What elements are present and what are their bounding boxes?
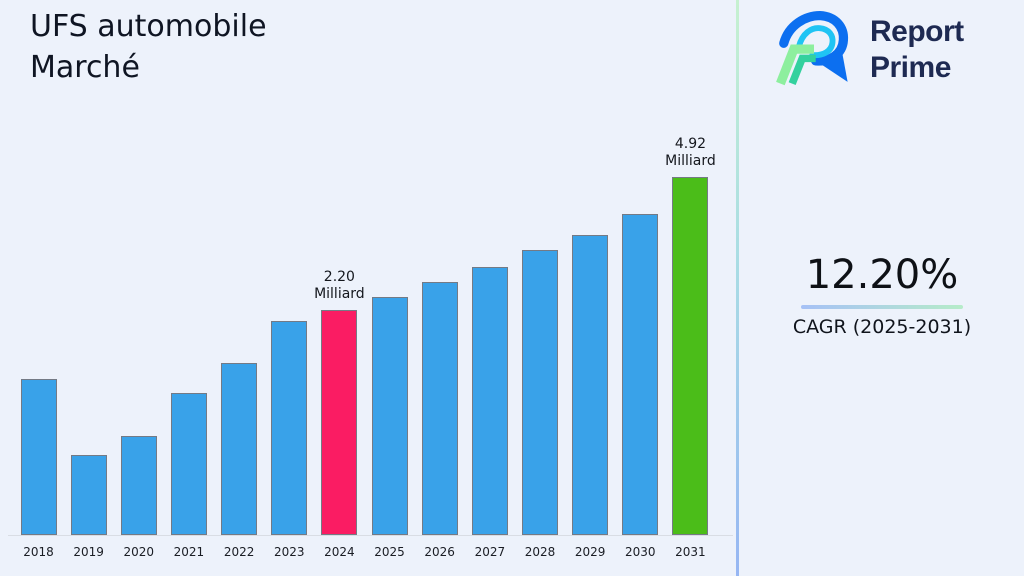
bar-value-label-2024: 2.20 Milliard [314, 269, 365, 302]
bar-2026 [421, 282, 458, 535]
x-tick-2030: 2030 [625, 545, 656, 559]
bar-2031 [672, 177, 709, 535]
x-tick-2022: 2022 [223, 545, 255, 559]
bar-2030 [622, 214, 659, 535]
bar-2028 [522, 250, 558, 535]
x-tick-2031: 2031 [675, 545, 706, 559]
bar-2020 [120, 436, 157, 535]
x-tick-2021: 2021 [173, 545, 205, 559]
x-tick-2019: 2019 [73, 545, 104, 559]
bar-value-label-2031: 4.92 Milliard [665, 136, 716, 169]
bar-2019 [70, 455, 107, 535]
cagr-underline [801, 305, 963, 309]
brand-name: Report Prime [870, 14, 964, 86]
bar-2022 [221, 363, 258, 535]
page-title: UFS automobile Marché [30, 6, 267, 88]
x-tick-2018: 2018 [23, 545, 54, 559]
cagr-value: 12.20% [805, 252, 959, 298]
page-title-line2: Marché [30, 50, 140, 85]
bar-2021 [170, 393, 207, 535]
cagr-block: 12.20% CAGR (2025-2031) [740, 252, 1024, 338]
bar-2023 [271, 321, 308, 535]
bar-2025 [371, 297, 408, 535]
vertical-divider [736, 0, 739, 576]
x-tick-2024: 2024 [324, 545, 355, 559]
bar-2029 [572, 235, 609, 535]
brand-name-line1: Report [870, 15, 964, 48]
report-prime-logo-icon [776, 10, 849, 86]
x-axis-line [8, 535, 733, 536]
bar-2024 [321, 310, 358, 535]
x-tick-2020: 2020 [123, 545, 155, 559]
bar-chart: 2018 2019 2020 2021 2022 2023 2024 2025 2026 2027… [8, 136, 733, 559]
x-tick-2027: 2027 [474, 545, 506, 559]
x-tick-2029: 2029 [574, 545, 606, 559]
page-title-line1: UFS automobile [30, 9, 267, 44]
brand-logo: Report Prime [772, 8, 964, 92]
x-tick-2023: 2023 [273, 545, 305, 559]
x-tick-2026: 2026 [424, 545, 455, 559]
bar-2018 [20, 379, 57, 535]
x-tick-2025: 2025 [374, 545, 405, 559]
brand-name-line2: Prime [870, 51, 951, 84]
cagr-caption: CAGR (2025-2031) [792, 316, 972, 338]
x-tick-2028: 2028 [524, 545, 556, 559]
bar-2027 [471, 267, 508, 535]
